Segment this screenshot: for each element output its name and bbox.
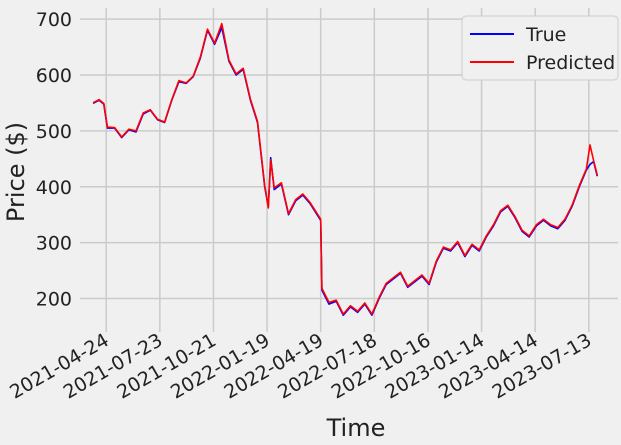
legend-box	[461, 15, 619, 81]
y-axis-title: Price ($)	[2, 122, 30, 222]
legend: True Predicted	[461, 15, 619, 81]
x-axis: 2021-04-242021-07-232021-10-212022-01-19…	[6, 329, 595, 403]
y-tick-label: 400	[36, 177, 72, 199]
y-tick-label: 200	[36, 288, 72, 310]
legend-label-true: True	[525, 24, 566, 46]
series-layer	[92, 22, 598, 317]
y-tick-label: 700	[36, 9, 72, 31]
y-axis: 200 300 400 500 600 700	[36, 9, 72, 310]
y-tick-label: 600	[36, 65, 72, 87]
y-tick-label: 500	[36, 121, 72, 143]
series-line-predicted	[92, 22, 598, 315]
x-axis-title: Time	[326, 414, 386, 442]
grid-lines	[80, 8, 618, 332]
y-tick-label: 300	[36, 233, 72, 255]
legend-label-predicted: Predicted	[526, 52, 615, 74]
